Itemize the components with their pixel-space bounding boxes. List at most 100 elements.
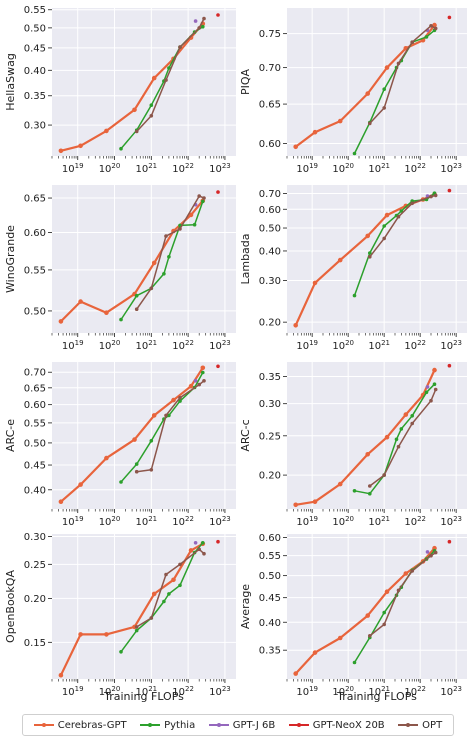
data-point-pythia xyxy=(424,390,429,395)
y-tick-label: 0.40 xyxy=(24,485,46,496)
data-point-opt xyxy=(149,616,154,620)
x-axis-label: Training FLOPs xyxy=(103,690,184,703)
y-axis-label: ARC-e xyxy=(4,419,17,452)
y-tick-label: 0.55 xyxy=(24,418,46,429)
legend-swatch-gpt-neox-20b xyxy=(288,722,309,727)
data-point-opt xyxy=(164,78,168,82)
y-tick-label: 0.70 xyxy=(24,368,46,379)
data-point-pythia xyxy=(368,491,372,496)
x-tick-label: 1021 xyxy=(368,339,390,352)
data-point-cerebras-gpt xyxy=(403,571,409,576)
x-tick-label: 1021 xyxy=(135,515,157,528)
panel-average: 1019 1020 1021 1022 1023 0.35 0.40 0.45 0.50 0.55… xyxy=(239,533,467,703)
data-point-opt xyxy=(396,214,401,219)
data-point-pythia xyxy=(352,293,357,298)
x-tick-label: 1020 xyxy=(332,515,354,528)
x-tick-label: 1022 xyxy=(172,515,194,528)
series-line-cerebras-gpt xyxy=(60,22,204,152)
data-point-cerebras-gpt xyxy=(293,144,299,150)
data-point-cerebras-gpt xyxy=(104,310,109,316)
x-tick-label: 1021 xyxy=(368,685,390,698)
data-point-pythia xyxy=(134,462,139,466)
x-tick-label: 1021 xyxy=(135,162,157,175)
data-point-cerebras-gpt xyxy=(58,499,64,505)
y-tick-label: 0.50 xyxy=(24,23,46,34)
data-point-cerebras-gpt xyxy=(384,212,390,218)
data-point-opt xyxy=(202,16,206,21)
y-tick-label: 0.30 xyxy=(24,532,46,543)
data-point-cerebras-gpt xyxy=(171,397,176,403)
x-axis-label: Training FLOPs xyxy=(336,690,417,703)
data-point-opt xyxy=(134,307,139,312)
data-point-pythia xyxy=(149,103,154,107)
y-axis-label: Lambada xyxy=(239,233,252,284)
y-axis-label: ARC-c xyxy=(239,419,252,451)
data-point-opt xyxy=(433,26,438,31)
legend-swatch-opt xyxy=(398,722,419,727)
y-tick-label: 0.20 xyxy=(24,594,46,605)
data-point-gpt-neox-20b xyxy=(447,539,452,544)
data-point-gpt-neox-20b xyxy=(447,15,452,20)
x-tick-label: 1022 xyxy=(404,515,426,528)
x-tick-label: 1023 xyxy=(209,339,231,352)
data-point-pythia xyxy=(382,610,387,615)
panel-hellaswag: 1019 1020 1021 1022 1023 0.30 0.35 0.40 0.45 0.50… xyxy=(4,5,236,175)
data-point-pythia xyxy=(167,254,171,259)
data-point-cerebras-gpt xyxy=(365,233,371,239)
y-tick-label: 0.30 xyxy=(259,399,281,410)
data-point-opt xyxy=(149,286,154,291)
data-point-cerebras-gpt xyxy=(78,632,83,637)
plot-area xyxy=(52,362,236,509)
x-tick-label: 1019 xyxy=(296,339,318,352)
data-point-opt xyxy=(429,194,433,199)
plot-area xyxy=(52,534,236,679)
data-point-cerebras-gpt xyxy=(365,613,371,618)
data-point-cerebras-gpt xyxy=(384,65,390,70)
panel-arc-e: 1019 1020 1021 1022 1023 0.40 0.45 0.50 0.55 0.60… xyxy=(4,362,236,528)
x-tick-label: 1019 xyxy=(296,162,318,175)
data-point-gpt-j-6b xyxy=(193,379,198,383)
data-point-cerebras-gpt xyxy=(337,481,343,487)
y-tick-label: 0.60 xyxy=(259,205,281,216)
data-point-pythia xyxy=(201,24,205,29)
data-point-cerebras-gpt xyxy=(151,75,157,81)
data-point-cerebras-gpt xyxy=(104,632,109,637)
x-tick-label: 1023 xyxy=(440,339,462,352)
x-tick-label: 1021 xyxy=(368,515,390,528)
series-line-pythia xyxy=(120,542,204,653)
x-tick-label: 1021 xyxy=(368,162,390,175)
data-point-opt xyxy=(382,106,387,110)
data-point-opt xyxy=(368,484,372,488)
data-point-opt xyxy=(433,550,438,555)
data-point-cerebras-gpt xyxy=(432,545,437,551)
data-point-pythia xyxy=(368,251,372,255)
legend-item-opt: OPT xyxy=(398,720,442,731)
data-point-pythia xyxy=(192,222,197,227)
y-axis-label: HellaSwag xyxy=(4,53,17,111)
x-tick-label: 1022 xyxy=(404,162,426,175)
y-tick-label: 0.20 xyxy=(259,318,281,329)
y-tick-label: 0.50 xyxy=(24,438,46,449)
data-point-cerebras-gpt xyxy=(188,548,194,553)
data-point-opt xyxy=(149,114,154,118)
legend-label-gpt-j-6b: GPT-J 6B xyxy=(232,719,276,731)
data-point-cerebras-gpt xyxy=(151,591,157,597)
data-point-gpt-neox-20b xyxy=(216,364,220,369)
y-tick-label: 0.50 xyxy=(24,306,46,317)
data-point-pythia xyxy=(399,209,404,213)
y-tick-label: 0.55 xyxy=(259,551,281,562)
y-tick-label: 0.35 xyxy=(259,646,281,657)
data-point-cerebras-gpt xyxy=(151,260,157,266)
data-point-opt xyxy=(382,236,387,241)
data-point-cerebras-gpt xyxy=(384,589,390,594)
data-point-gpt-j-6b xyxy=(193,19,198,23)
x-tick-label: 1019 xyxy=(62,339,84,352)
legend-item-gpt-j-6b: GPT-J 6B xyxy=(208,719,276,731)
y-tick-label: 0.75 xyxy=(259,29,281,40)
legend-label-gpt-neox-20b: GPT-NeoX 20B xyxy=(312,719,385,731)
data-point-cerebras-gpt xyxy=(312,129,318,135)
data-point-cerebras-gpt xyxy=(293,323,299,328)
data-point-cerebras-gpt xyxy=(365,91,371,96)
data-point-pythia xyxy=(134,628,139,633)
